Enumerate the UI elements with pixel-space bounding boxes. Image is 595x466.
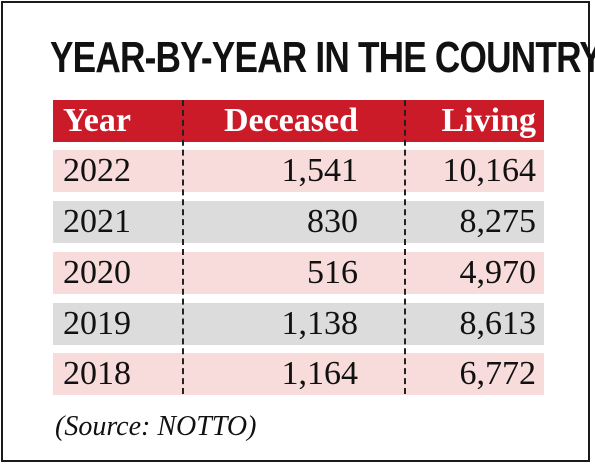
table-row: 2019 1,138 8,613 xyxy=(53,303,544,345)
living-cell: 4,970 xyxy=(459,254,537,291)
living-cell: 10,164 xyxy=(442,152,537,189)
table-header-row: Year Deceased Living xyxy=(53,100,544,142)
year-cell: 2019 xyxy=(63,305,131,342)
deceased-cell: 830 xyxy=(307,203,358,240)
header-year: Year xyxy=(63,102,131,139)
deceased-cell: 1,541 xyxy=(281,152,359,189)
table-row: 2018 1,164 6,772 xyxy=(53,353,544,395)
header-deceased: Deceased xyxy=(223,102,358,139)
deceased-cell: 516 xyxy=(307,254,358,291)
infographic-title: YEAR-BY-YEAR IN THE COUNTRY xyxy=(50,33,595,82)
header-living: Living xyxy=(441,102,536,139)
living-cell: 6,772 xyxy=(459,355,537,392)
deceased-cell: 1,138 xyxy=(281,305,359,342)
table-row: 2022 1,541 10,164 xyxy=(53,150,544,192)
living-cell: 8,613 xyxy=(459,305,537,342)
year-cell: 2022 xyxy=(63,152,131,189)
table-row: 2021 830 8,275 xyxy=(53,201,544,243)
column-divider xyxy=(182,100,184,394)
living-cell: 8,275 xyxy=(459,203,537,240)
year-cell: 2021 xyxy=(63,203,131,240)
column-divider xyxy=(404,100,406,394)
deceased-cell: 1,164 xyxy=(281,355,359,392)
year-cell: 2020 xyxy=(63,254,131,291)
table-row: 2020 516 4,970 xyxy=(53,252,544,294)
year-cell: 2018 xyxy=(63,355,131,392)
source-note: (Source: NOTTO) xyxy=(55,411,257,442)
